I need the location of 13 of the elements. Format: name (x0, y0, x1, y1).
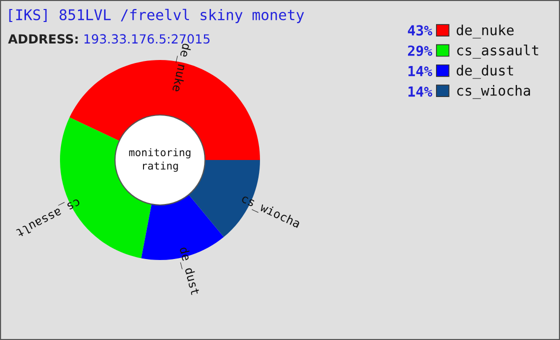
chart-title: [IKS] 851LVL /freelvl skiny monety (9, 8, 304, 24)
data-label: 29% (408, 45, 432, 56)
legend-label: cs_wiocha (457, 85, 530, 99)
data-label: 43% (408, 25, 432, 36)
legend-label: de_nuke (456, 24, 514, 38)
text: monitoring rating (129, 148, 190, 172)
legend-label: cs_assault (457, 44, 538, 59)
slice-label: de_dust (176, 246, 200, 296)
data-label: 14% (408, 86, 432, 97)
data-label: 14% (408, 66, 432, 76)
slice-label: de_nuke (170, 42, 192, 92)
legend-label: de_dust (456, 64, 514, 79)
text: ADDRESS: 193.33.176.5:27015 (8, 34, 210, 44)
